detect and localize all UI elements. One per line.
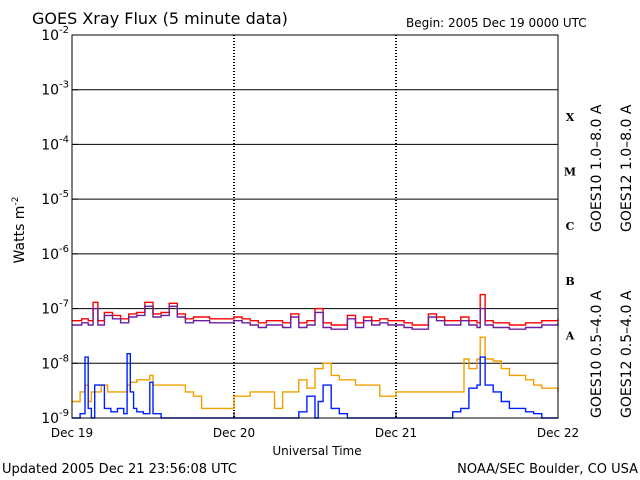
y-axis-label-text: Watts m	[12, 206, 28, 264]
series-line-1	[72, 305, 559, 330]
legend-item-0: GOES10 1.0–8.0 A	[589, 104, 605, 232]
flare-class-A: A	[565, 330, 575, 343]
y-tick-label-4: 10-6	[41, 244, 69, 263]
begin-label: Begin: 2005 Dec 19 0000 UTC	[406, 16, 587, 30]
svg-text:Watts m-2: Watts m-2	[11, 197, 28, 264]
flare-class-labels: X M C B A	[564, 111, 576, 343]
flare-class-M: M	[564, 166, 576, 179]
chart-title: GOES Xray Flux (5 minute data)	[32, 9, 288, 28]
series-line-3	[72, 353, 558, 419]
x-axis-label: Universal Time	[272, 444, 361, 458]
credit-label: NOAA/SEC Boulder, CO USA	[457, 462, 638, 477]
y-tick-label-1: 10-3	[41, 80, 69, 99]
legend: GOES10 1.0–8.0 A GOES12 1.0–8.0 A GOES10 0…	[589, 104, 635, 418]
y-tick-label-6: 10-8	[41, 353, 69, 372]
legend-item-2: GOES10 0.5–4.0 A	[589, 290, 605, 418]
flare-class-B: B	[565, 275, 574, 288]
y-axis-label: Watts m-2	[11, 197, 28, 264]
y-tick-label-3: 10-5	[41, 189, 69, 208]
x-ticks: Dec 19 Dec 20 Dec 21 Dec 22	[51, 412, 579, 440]
flare-class-C: C	[566, 220, 575, 233]
y-tick-label-2: 10-4	[41, 134, 69, 153]
x-tick-label-0: Dec 19	[51, 426, 93, 440]
x-tick-label-1: Dec 20	[213, 426, 255, 440]
x-tick-label-3: Dec 22	[537, 426, 579, 440]
y-tick-label-0: 10-2	[41, 25, 69, 44]
series-line-0	[72, 293, 559, 326]
x-tick-label-2: Dec 21	[375, 426, 417, 440]
y-axis-label-exponent: -2	[11, 197, 21, 206]
y-tick-label-7: 10-9	[41, 408, 69, 427]
day-dividers	[233, 35, 397, 418]
legend-item-3: GOES12 0.5–4.0 A	[619, 290, 635, 418]
y-tick-label-5: 10-7	[41, 299, 69, 318]
updated-label: Updated 2005 Dec 21 23:56:08 UTC	[2, 462, 237, 477]
legend-item-1: GOES12 1.0–8.0 A	[619, 104, 635, 232]
series-layer	[72, 293, 559, 419]
flare-class-X: X	[566, 111, 575, 124]
y-ticks: 10-2 10-3 10-4 10-5 10-6 10-7 10-8 10-9	[41, 25, 78, 427]
plot-frame	[71, 34, 559, 419]
